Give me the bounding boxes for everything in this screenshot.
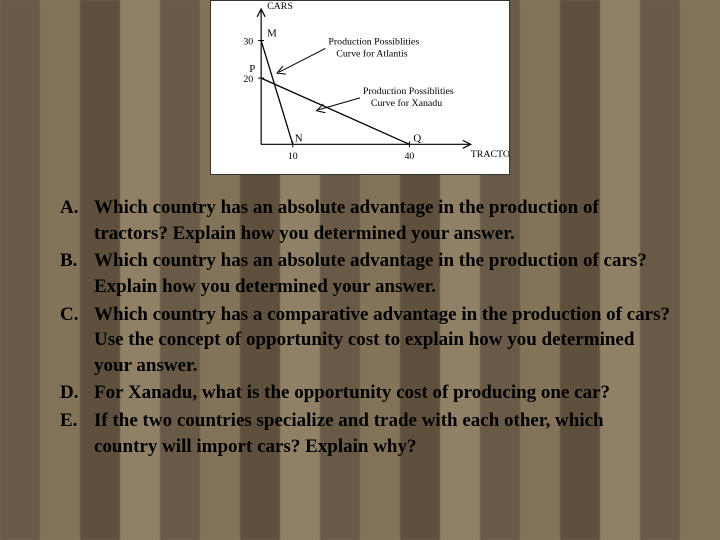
y-tick-30-label: 30	[243, 36, 253, 47]
y-axis-label: CARS	[267, 1, 293, 12]
question-block: A. Which country has an absolute advanta…	[60, 195, 670, 461]
question-list: A. Which country has an absolute advanta…	[60, 195, 670, 459]
question-item: B. Which country has an absolute advanta…	[60, 248, 670, 299]
label-xanadu-1: Production Possiblities	[363, 86, 454, 97]
question-text: Which country has an absolute advantage …	[94, 195, 670, 246]
question-letter: C.	[60, 302, 94, 379]
arrow-xanadu	[318, 98, 360, 110]
question-text: If the two countries specialize and trad…	[94, 408, 670, 459]
question-letter: E.	[60, 408, 94, 459]
point-Q: Q	[413, 132, 421, 144]
question-letter: B.	[60, 248, 94, 299]
question-item: D. For Xanadu, what is the opportunity c…	[60, 380, 670, 406]
label-xanadu-2: Curve for Xanadu	[371, 98, 442, 109]
x-axis-label: TRACTORS	[471, 149, 509, 160]
question-text: Which country has a comparative advantag…	[94, 302, 670, 379]
chart-svg: CARS TRACTORS 30 20 10 40 M P N Q Produc…	[211, 1, 509, 174]
x-tick-10-label: 10	[288, 151, 298, 162]
question-item: C. Which country has a comparative advan…	[60, 302, 670, 379]
arrowhead-atlantis	[277, 66, 286, 74]
question-text: Which country has an absolute advantage …	[94, 248, 670, 299]
question-text: For Xanadu, what is the opportunity cost…	[94, 380, 670, 406]
ppc-atlantis	[261, 41, 293, 145]
point-P: P	[249, 63, 255, 75]
point-N: N	[295, 132, 303, 144]
label-atlantis-2: Curve for Atlantis	[336, 48, 407, 59]
question-letter: A.	[60, 195, 94, 246]
y-tick-20-label: 20	[243, 74, 253, 85]
question-item: E. If the two countries specialize and t…	[60, 408, 670, 459]
question-item: A. Which country has an absolute advanta…	[60, 195, 670, 246]
x-tick-40-label: 40	[404, 151, 414, 162]
label-atlantis-1: Production Possiblities	[328, 36, 419, 47]
question-letter: D.	[60, 380, 94, 406]
point-M: M	[267, 28, 277, 40]
arrow-atlantis	[279, 48, 325, 72]
ppc-chart: CARS TRACTORS 30 20 10 40 M P N Q Produc…	[210, 0, 510, 175]
